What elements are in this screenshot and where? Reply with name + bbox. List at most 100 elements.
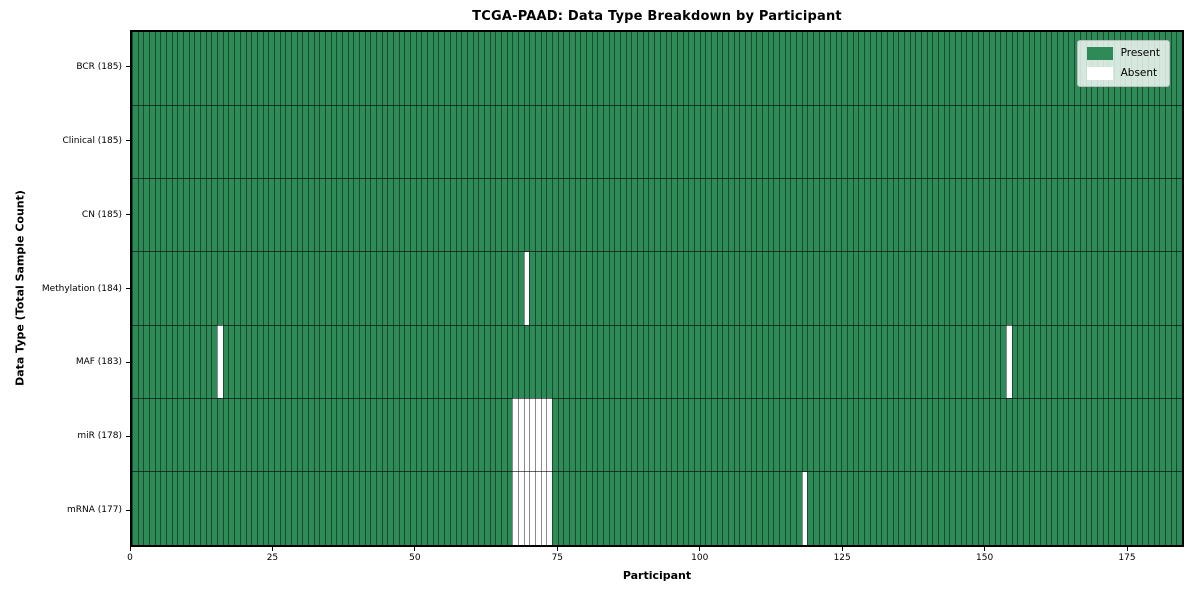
cell-present [983, 325, 990, 399]
cell-present [1147, 471, 1154, 545]
cell-present [682, 32, 689, 106]
cell-present [926, 471, 933, 545]
cell-present [909, 398, 916, 472]
cell-present [784, 398, 791, 472]
x-tick [129, 547, 131, 551]
cell-present [256, 398, 263, 472]
cell-present [410, 471, 416, 545]
cell-present [569, 398, 575, 472]
cell-present [1057, 32, 1063, 106]
cell-present [642, 251, 649, 326]
cell-present [807, 105, 814, 179]
cell-present [875, 178, 882, 252]
cell-present [290, 178, 297, 252]
cell-present [239, 178, 246, 252]
cell-present [512, 178, 518, 252]
cell-present [983, 105, 990, 179]
cell-present [268, 398, 274, 472]
cell-present [1023, 325, 1029, 399]
cell-present [188, 398, 195, 472]
cell-present [597, 32, 604, 106]
cell-present [1011, 178, 1018, 252]
cell-present [256, 471, 263, 545]
cell-present [489, 105, 496, 179]
data-row-Clinical [132, 105, 1182, 179]
cell-present [1000, 178, 1007, 252]
cell-present [557, 251, 564, 326]
cell-present [705, 251, 711, 326]
cell-present [1074, 251, 1080, 326]
cell-present [228, 105, 235, 179]
cell-present [1153, 325, 1160, 399]
cell-present [710, 32, 717, 106]
cell-present [251, 325, 257, 399]
cell-present [398, 105, 405, 179]
cell-present [149, 32, 155, 106]
cell-present [620, 32, 626, 106]
cell-present [654, 471, 660, 545]
cell-present [1159, 471, 1165, 545]
row-divider [132, 397, 1182, 399]
cell-present [410, 251, 416, 326]
cell-present [699, 178, 706, 252]
cell-present [166, 471, 172, 545]
cell-present [705, 32, 711, 106]
cell-present [1176, 32, 1182, 106]
cell-present [972, 325, 978, 399]
cell-present [852, 251, 859, 326]
cell-present [1176, 471, 1182, 545]
cell-present [847, 32, 853, 106]
cell-present [722, 325, 728, 399]
cell-present [642, 398, 649, 472]
x-tick [984, 547, 986, 551]
y-tick-label: mRNA (177) [67, 505, 122, 516]
cell-present [841, 251, 848, 326]
cell-present [1147, 251, 1154, 326]
cell-present [949, 178, 955, 252]
cell-present [205, 105, 212, 179]
cell-present [744, 105, 751, 179]
cell-present [387, 251, 394, 326]
cell-present [523, 325, 530, 399]
cell-present [637, 32, 643, 106]
cell-present [313, 471, 320, 545]
cell-present [682, 251, 689, 326]
cell-present [1074, 105, 1080, 179]
cell-present [824, 325, 831, 399]
cell-present [1057, 325, 1063, 399]
cell-present [239, 32, 246, 106]
cell-present [370, 251, 377, 326]
cell-present [1034, 105, 1041, 179]
cell-present [773, 251, 780, 326]
cell-present [864, 398, 870, 472]
cell-present [909, 178, 916, 252]
cell-present [200, 105, 206, 179]
cell-present [693, 471, 700, 545]
cell-present [784, 105, 791, 179]
cell-present [569, 105, 575, 179]
cell-present [534, 325, 541, 399]
cell-present [393, 178, 399, 252]
cell-present [937, 251, 944, 326]
cell-present [1000, 471, 1007, 545]
cell-present [693, 325, 700, 399]
cell-present [1079, 398, 1086, 472]
cell-present [1034, 178, 1041, 252]
cell-present [500, 398, 507, 472]
cell-present [705, 178, 711, 252]
cell-present [937, 325, 944, 399]
cell-present [200, 325, 206, 399]
cell-present [767, 471, 774, 545]
cell-present [1113, 251, 1120, 326]
cell-present [1096, 471, 1103, 545]
cell-present [540, 32, 547, 106]
cell-present [784, 178, 791, 252]
cell-present [847, 325, 853, 399]
cell-present [256, 325, 263, 399]
cell-present [966, 32, 972, 106]
cell-present [960, 105, 967, 179]
cell-present [222, 32, 229, 106]
cell-present [1147, 178, 1154, 252]
cell-present [676, 398, 683, 472]
cell-present [926, 105, 933, 179]
